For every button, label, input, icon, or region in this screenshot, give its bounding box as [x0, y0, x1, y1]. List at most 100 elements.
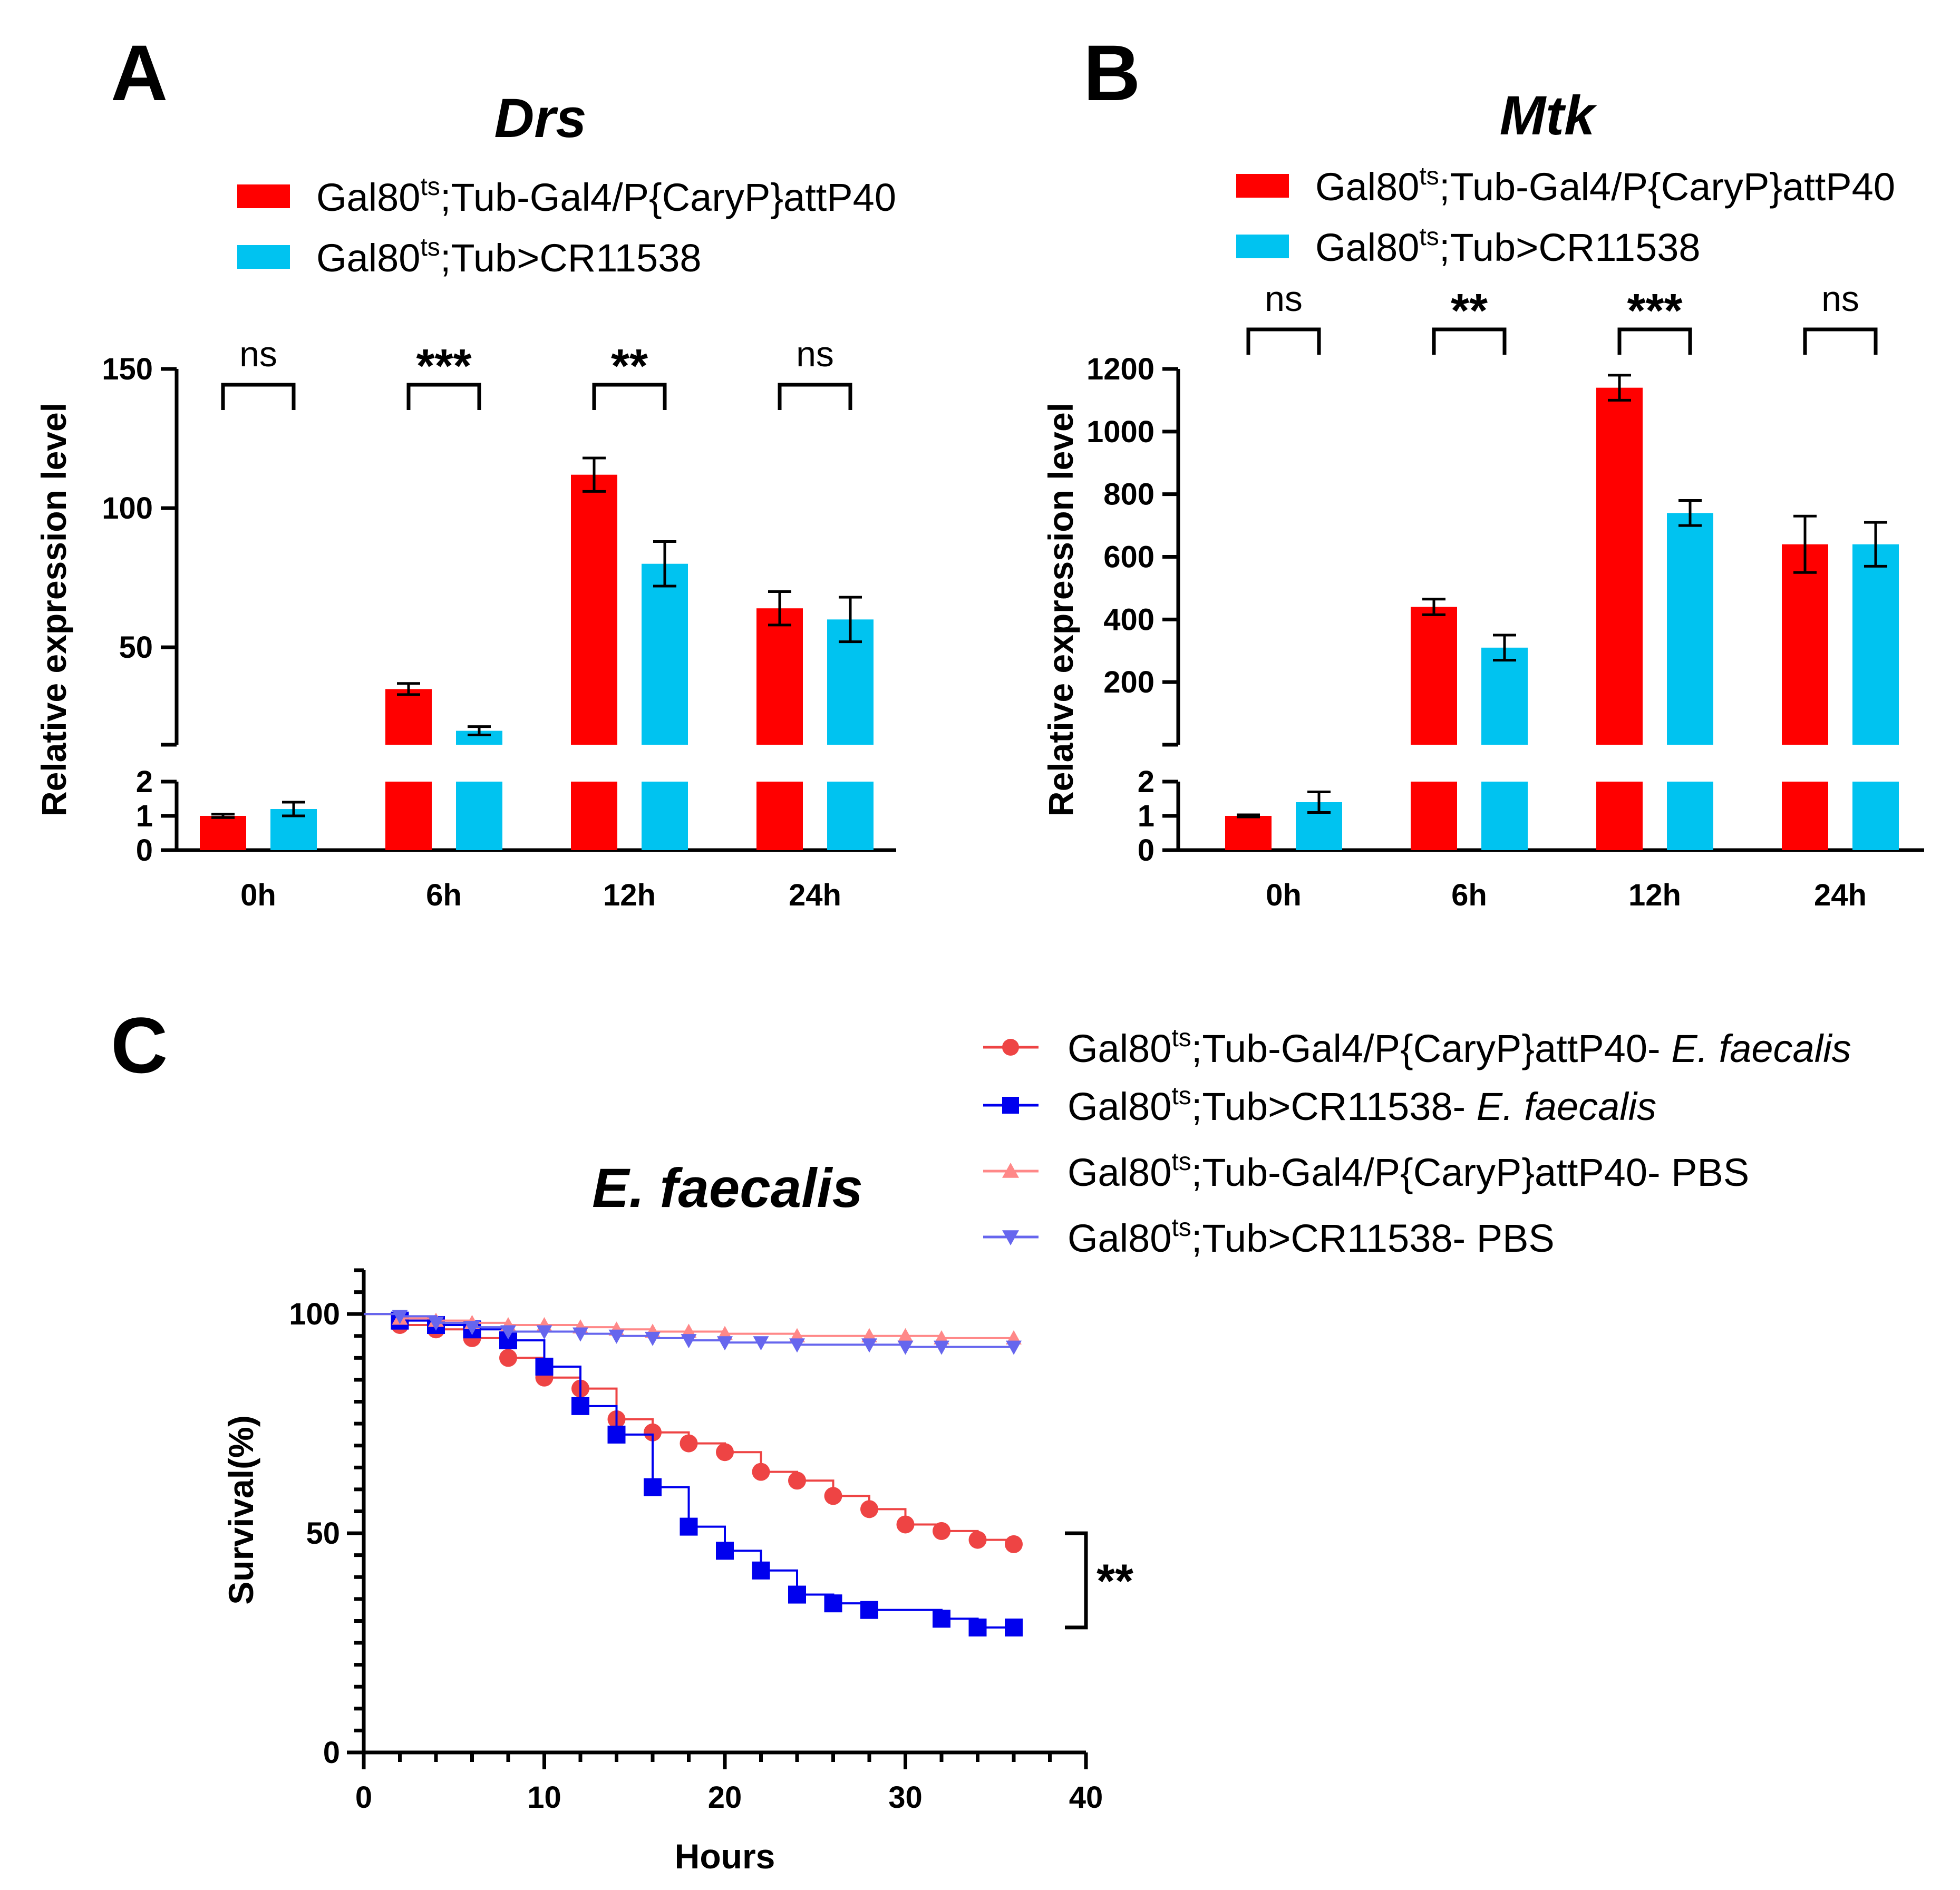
data-point: [789, 1338, 805, 1353]
significance-bracket: [1065, 1531, 1088, 1630]
y-tick-label: 100: [102, 491, 153, 525]
legend-label-1: Gal80ts;Tub-Gal4/P{CaryP}attP40: [1315, 162, 1895, 209]
bar-upper: [1667, 513, 1713, 745]
data-point: [1005, 1618, 1023, 1636]
bar-upper: [1411, 607, 1457, 745]
bar-upper: [642, 563, 688, 745]
y-axis-label: Relative expression level: [1041, 403, 1080, 816]
bar-lower: [385, 782, 432, 850]
legend-swatch-1: [1236, 174, 1289, 198]
x-tick-label: 6h: [1451, 878, 1487, 912]
bar-lower: [571, 782, 617, 850]
data-point: [934, 1340, 949, 1355]
x-tick-label: 12h: [603, 878, 656, 912]
y-tick-label: 50: [119, 630, 153, 665]
y-tick-label: 100: [289, 1297, 340, 1331]
x-axis-label: Hours: [675, 1837, 775, 1876]
data-point: [933, 1610, 950, 1628]
y-axis-label: Survival(%): [221, 1415, 260, 1604]
bar-lower: [642, 782, 688, 850]
legend-marker-2: [1002, 1097, 1019, 1114]
data-point: [788, 1472, 806, 1490]
data-point: [897, 1328, 914, 1342]
bar-lower: [1225, 816, 1272, 850]
bar-lower: [827, 782, 874, 850]
data-point: [716, 1443, 734, 1462]
bar-lower: [456, 782, 502, 850]
panel-letter-c: C: [111, 1001, 168, 1089]
y-tick-label: 0: [136, 833, 153, 868]
data-point: [752, 1463, 770, 1481]
legend-label-1: Gal80ts;Tub-Gal4/P{CaryP}attP40- E. faec…: [1068, 1024, 1851, 1070]
legend-label-2: Gal80ts;Tub>CR11538: [1315, 223, 1701, 269]
data-point: [716, 1542, 734, 1560]
legend-label-4: Gal80ts;Tub>CR11538- PBS: [1068, 1214, 1555, 1260]
significance-bracket: [1432, 327, 1507, 355]
data-point: [681, 1334, 697, 1349]
bar-lower: [1667, 782, 1713, 850]
data-point: [897, 1340, 914, 1355]
panel-a-chart: Drs Gal80ts;Tub-Gal4/P{CaryP}attP40 Gal80t…: [34, 87, 896, 912]
legend-label-3: Gal80ts;Tub-Gal4/P{CaryP}attP40- PBS: [1068, 1148, 1749, 1194]
bar-upper: [1481, 647, 1528, 745]
data-point: [753, 1336, 769, 1351]
bar-upper: [1852, 544, 1899, 745]
bar-upper: [1596, 387, 1643, 745]
chart-title: E. faecalis: [592, 1157, 863, 1219]
bar-lower: [1411, 782, 1457, 850]
bar-upper: [1782, 544, 1828, 745]
y-tick-label: 1: [1138, 799, 1154, 833]
y-tick-label: 200: [1103, 665, 1154, 699]
panel-c-chart: E. faecalis 0 10 20 30 40 0 50 100 Hours Survival(…: [221, 1024, 1851, 1876]
significance-label: **: [611, 340, 648, 393]
legend-marker-4: [1002, 1230, 1019, 1245]
bar-upper: [571, 474, 617, 745]
data-point: [644, 1423, 662, 1441]
y-tick-label: 0: [323, 1736, 340, 1770]
data-point: [717, 1336, 733, 1351]
data-point: [933, 1522, 950, 1540]
x-tick-label: 0h: [1266, 878, 1302, 912]
y-tick-label: 600: [1103, 540, 1154, 574]
x-tick-label: 40: [1069, 1780, 1103, 1815]
y-tick-label: 1000: [1086, 415, 1154, 449]
data-point: [680, 1517, 698, 1536]
x-tick-label: 24h: [789, 878, 841, 912]
data-point: [824, 1487, 842, 1505]
data-point: [573, 1327, 588, 1342]
y-tick-label: 2: [1138, 765, 1154, 799]
bar-lower: [1852, 782, 1899, 850]
bar-lower: [1596, 782, 1643, 850]
significance-label: ns: [796, 334, 834, 374]
y-tick-label: 1200: [1086, 352, 1154, 386]
significance-bracket: [406, 383, 481, 410]
legend-label-2: Gal80ts;Tub>CR11538- E. faecalis: [1068, 1082, 1656, 1128]
significance-label: ***: [1627, 285, 1682, 337]
x-tick-label: 12h: [1628, 878, 1681, 912]
data-point: [860, 1601, 878, 1619]
x-tick-label: 0: [355, 1780, 372, 1815]
y-tick-label: 2: [136, 765, 153, 799]
survival-curve-4: [364, 1313, 1014, 1348]
bar-upper: [385, 689, 432, 745]
data-point: [499, 1349, 517, 1367]
data-point: [464, 1321, 480, 1336]
x-tick-label: 6h: [426, 878, 462, 912]
panel-letter-a: A: [111, 28, 168, 117]
bar-lower: [756, 782, 803, 850]
y-tick-label: 50: [306, 1516, 340, 1551]
data-point: [645, 1331, 661, 1346]
data-point: [535, 1358, 554, 1376]
data-point: [644, 1478, 662, 1496]
chart-title: Drs: [494, 87, 586, 149]
data-point: [861, 1338, 877, 1353]
chart-title: Mtk: [1500, 85, 1597, 147]
significance-bracket: [221, 383, 296, 410]
x-tick-label: 24h: [1814, 878, 1867, 912]
data-point: [824, 1594, 842, 1613]
legend-swatch-1: [237, 184, 290, 208]
data-point: [608, 1329, 625, 1344]
data-point: [680, 1434, 698, 1453]
x-tick-label: 30: [888, 1780, 923, 1815]
x-tick-label: 10: [527, 1780, 561, 1815]
